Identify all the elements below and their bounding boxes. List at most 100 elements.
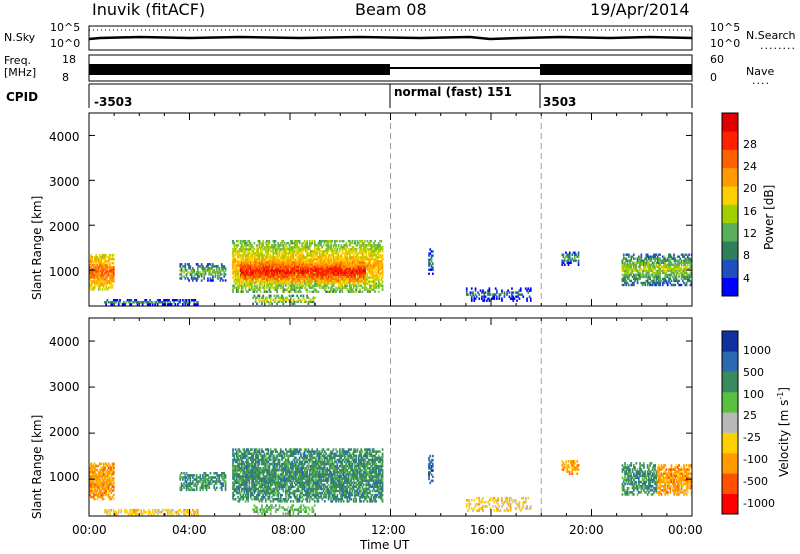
data-cell bbox=[90, 495, 92, 499]
data-cell bbox=[328, 269, 331, 272]
data-cell bbox=[364, 240, 366, 243]
data-cell bbox=[292, 282, 295, 285]
data-cell bbox=[105, 284, 107, 287]
data-cell bbox=[102, 266, 105, 269]
data-cell bbox=[689, 283, 692, 287]
data-cell bbox=[344, 282, 346, 285]
data-cell bbox=[199, 273, 202, 276]
data-cell bbox=[671, 283, 674, 287]
data-cell bbox=[325, 269, 327, 272]
data-cell bbox=[257, 269, 259, 272]
data-cell bbox=[482, 299, 484, 302]
data-cell bbox=[335, 281, 337, 284]
data-cell bbox=[258, 281, 261, 284]
data-cell bbox=[89, 276, 91, 279]
data-cell bbox=[257, 288, 259, 291]
data-cell bbox=[106, 264, 109, 267]
data-cell bbox=[263, 248, 266, 251]
data-cell bbox=[325, 284, 327, 287]
data-cell bbox=[102, 466, 105, 470]
data-cell bbox=[379, 254, 381, 257]
data-cell bbox=[477, 291, 479, 294]
data-cell bbox=[344, 244, 346, 247]
data-cell bbox=[493, 295, 496, 298]
data-cell bbox=[276, 286, 278, 289]
data-cell bbox=[263, 282, 266, 285]
data-cell bbox=[645, 269, 648, 272]
data-cell bbox=[92, 470, 95, 474]
data-cell bbox=[355, 244, 357, 247]
data-cell bbox=[109, 253, 111, 257]
data-cell bbox=[679, 257, 682, 260]
data-cell bbox=[102, 497, 105, 501]
data-cell bbox=[375, 274, 378, 277]
data-cell bbox=[256, 267, 258, 270]
data-cell bbox=[145, 301, 148, 304]
data-cell bbox=[331, 260, 334, 263]
data-cell bbox=[111, 464, 114, 468]
data-cell bbox=[95, 472, 97, 476]
data-cell bbox=[302, 267, 305, 270]
data-cell bbox=[149, 303, 151, 306]
data-cell bbox=[112, 274, 115, 277]
data-cell bbox=[296, 284, 298, 287]
data-cell bbox=[180, 275, 183, 278]
data-cell bbox=[244, 242, 247, 245]
data-cell bbox=[345, 258, 347, 261]
data-cell bbox=[267, 275, 270, 278]
data-cell bbox=[209, 269, 212, 272]
data-cell bbox=[648, 265, 650, 268]
data-cell bbox=[380, 284, 383, 287]
data-cell bbox=[326, 248, 329, 251]
data-cell bbox=[295, 242, 297, 245]
data-cell bbox=[234, 254, 237, 257]
data-cell bbox=[287, 248, 290, 251]
data-cell bbox=[689, 265, 692, 268]
data-cell bbox=[655, 269, 658, 272]
data-cell bbox=[622, 257, 625, 260]
data-cell bbox=[264, 278, 267, 281]
data-cell bbox=[115, 510, 118, 514]
data-cell bbox=[107, 301, 110, 304]
data-cell bbox=[252, 275, 254, 278]
data-cell bbox=[99, 479, 101, 482]
data-cell bbox=[287, 256, 290, 259]
data-cell bbox=[371, 270, 374, 273]
data-cell bbox=[625, 253, 628, 256]
data-cell bbox=[89, 286, 91, 289]
data-cell bbox=[290, 271, 292, 274]
data-cell bbox=[295, 286, 297, 289]
data-cell bbox=[479, 289, 482, 292]
data-cell bbox=[430, 250, 433, 253]
data-cell bbox=[322, 261, 325, 264]
data-cell bbox=[377, 256, 380, 259]
data-cell bbox=[198, 271, 200, 274]
data-cell bbox=[266, 254, 268, 257]
data-cell bbox=[112, 262, 115, 265]
data-cell bbox=[666, 267, 669, 270]
data-cell bbox=[660, 261, 663, 264]
data-cell bbox=[259, 298, 262, 301]
data-cell bbox=[636, 273, 639, 277]
data-cell bbox=[90, 260, 92, 263]
data-cell bbox=[292, 302, 295, 305]
data-cell bbox=[115, 301, 118, 304]
data-cell bbox=[636, 281, 639, 285]
data-cell bbox=[244, 262, 247, 265]
data-cell bbox=[89, 491, 91, 495]
data-cell bbox=[283, 298, 286, 301]
data-cell bbox=[266, 261, 268, 264]
data-cell bbox=[675, 265, 678, 268]
data-cell bbox=[376, 264, 379, 267]
data-cell bbox=[254, 286, 257, 289]
data-cell bbox=[629, 259, 631, 262]
data-cell bbox=[327, 281, 330, 284]
data-cell bbox=[648, 263, 650, 266]
data-cell bbox=[349, 277, 351, 280]
data-cell bbox=[522, 295, 525, 298]
data-cell bbox=[679, 271, 682, 275]
data-cell bbox=[297, 265, 300, 268]
data-cell bbox=[114, 301, 116, 304]
data-cell bbox=[483, 295, 486, 298]
data-cell bbox=[96, 260, 99, 263]
